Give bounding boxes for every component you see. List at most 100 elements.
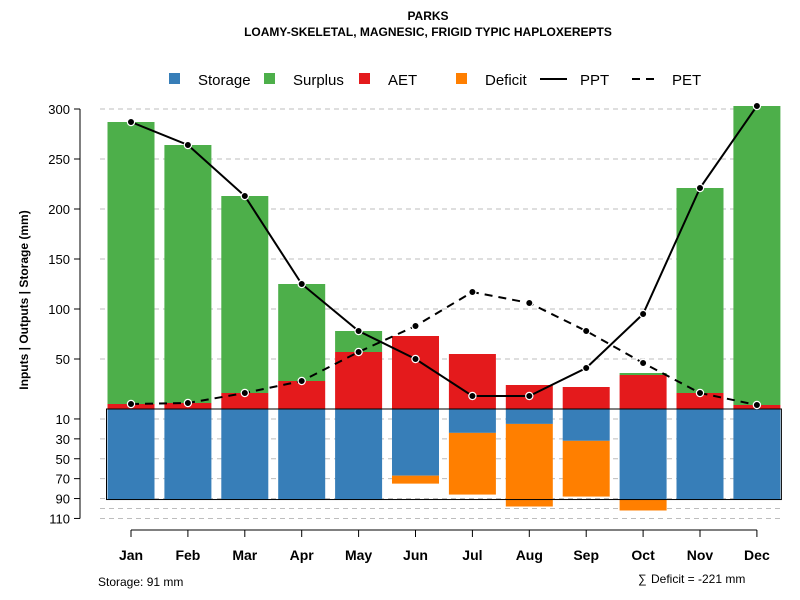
aet-legend-label: AET [388,72,417,89]
surplus-bar [107,122,155,404]
ppt-point [240,191,249,201]
axes: 300 250 200 150 100 50 10 30 50 70 90 110 Jan Feb Mar A… [48,102,770,563]
storage-legend-swatch [169,73,180,84]
pet-point [240,388,249,398]
legend: Storage Surplus AET Deficit PPT PET [169,72,701,89]
x-tick-label: Jan [119,547,143,563]
x-tick-label: Nov [687,547,714,563]
x-tick-label: Apr [290,547,315,563]
surplus-legend-swatch [264,73,275,84]
deficit-bar [505,423,553,507]
ppt-point [354,326,363,336]
pet-point [126,399,136,409]
y-tick-label-bottom: 90 [56,492,70,507]
ppt-point [752,101,762,111]
surplus-bar [676,188,724,393]
storage-bar [392,409,439,476]
storage-legend-label: Storage [198,72,251,89]
aet-bar [335,352,383,409]
x-tick-label: Feb [175,547,200,563]
storage-bar [221,409,269,500]
pet-point [752,400,762,410]
aet-bar [221,393,269,409]
storage-capacity-box [106,408,782,501]
deficit-sum-symbol: ∑ [638,572,647,586]
ppt-legend-label: PPT [580,72,609,89]
x-tick-label: Mar [232,547,257,563]
ppt-point [411,354,420,364]
surplus-bar [733,106,781,405]
deficit-legend-label: Deficit [485,72,528,89]
storage-bar [676,409,724,500]
storage-bar [505,409,553,424]
ppt-point [695,183,705,193]
pet-legend-label: PET [672,72,701,89]
storage-bar [335,409,383,500]
ppt-point [468,391,477,401]
ppt-point [525,391,534,401]
aet-legend-swatch [359,73,370,84]
ppt-point [582,363,591,373]
x-tick-label: Jun [403,547,428,563]
y-tick-label-bottom: 70 [56,472,70,487]
x-tick-label: Dec [744,547,770,563]
x-tick-label: Sep [573,547,599,563]
pet-line [130,290,758,406]
pet-point [183,398,193,408]
storage-bar [107,409,155,500]
y-axis-label: Inputs | Outputs | Storage (mm) [17,210,31,389]
pet-point [468,287,477,297]
deficit-note: Deficit = -221 mm [651,572,745,586]
ppt-point [638,309,648,319]
pet-point [354,347,363,357]
y-tick-label-bottom: 110 [49,511,70,526]
storage-bar [448,409,496,433]
pet-point [695,388,705,398]
bars [106,106,782,511]
storage-note: Storage: 91 mm [98,575,183,589]
storage-bar [619,409,667,500]
series-lines [126,101,762,410]
y-tick-label-top: 250 [48,152,70,167]
x-tick-label: Oct [631,547,655,563]
x-tick-label: Aug [516,547,543,563]
x-tick-label: May [345,547,372,563]
deficit-legend-swatch [456,73,467,84]
storage-bar [278,409,326,500]
ppt-point [126,117,136,127]
y-tick-label-top: 200 [48,202,70,217]
ppt-line [130,105,758,397]
surplus-bar [221,196,269,393]
pet-point [525,298,534,308]
aet-bar [392,336,439,409]
deficit-bar [392,475,439,484]
y-tick-label-top: 150 [48,252,70,267]
pet-point [297,376,306,386]
deficit-bar [448,432,496,495]
aet-bar [676,393,724,409]
chart-title: PARKS [407,9,448,23]
pet-point [582,326,591,336]
y-tick-label-top: 50 [56,352,70,367]
y-tick-label-top: 100 [48,302,70,317]
storage-bar [164,409,212,500]
chart-subtitle: LOAMY-SKELETAL, MAGNESIC, FRIGID TYPIC H… [244,25,612,39]
y-tick-label-bottom: 10 [56,412,70,427]
ppt-point [297,279,306,289]
y-tick-label-top: 300 [48,102,70,117]
aet-bar [448,354,496,409]
surplus-legend-label: Surplus [293,72,344,89]
pet-point [638,358,648,368]
aet-bar [562,387,610,409]
ppt-point [183,140,193,150]
deficit-bar [619,499,667,511]
surplus-bar [164,145,212,403]
storage-bar [562,409,610,441]
aet-bar [278,381,326,409]
surplus-bar [619,373,667,375]
storage-bar [733,409,781,500]
x-tick-label: Jul [462,547,482,563]
y-tick-label-bottom: 50 [56,452,70,467]
surplus-bar [278,284,326,381]
